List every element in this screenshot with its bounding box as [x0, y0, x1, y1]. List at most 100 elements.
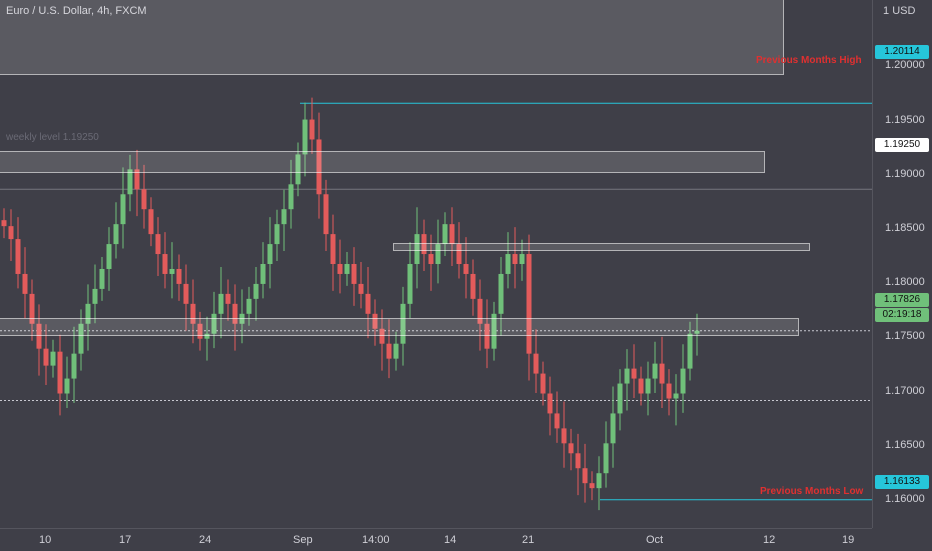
- candle-body: [281, 209, 287, 225]
- currency-label: 1.16000 1 USD: [883, 5, 915, 17]
- candle-body: [337, 264, 343, 274]
- candle-body: [386, 343, 392, 359]
- candle-body: [589, 483, 595, 489]
- candle-body: [673, 393, 679, 399]
- candle-body: [449, 224, 455, 245]
- candle-body: [645, 378, 651, 394]
- candle-body: [316, 139, 322, 195]
- candle-body: [253, 283, 259, 299]
- candle-body: [344, 264, 350, 274]
- candle-body: [232, 303, 238, 324]
- support-zone: [0, 318, 799, 336]
- candle-body: [309, 119, 315, 140]
- time-tick: 17: [119, 534, 132, 546]
- candle-body: [561, 428, 567, 444]
- candle-body: [512, 254, 518, 264]
- price-tick: 1.17500: [885, 330, 925, 342]
- candle-body: [190, 303, 196, 324]
- candle-body: [50, 351, 56, 366]
- candle-body: [596, 473, 602, 489]
- candle-body: [554, 413, 560, 429]
- candle-body: [99, 268, 105, 289]
- candle-body: [211, 313, 217, 334]
- candle-body: [29, 293, 35, 324]
- candle-body: [218, 293, 224, 314]
- candlestick-plot: [0, 97, 872, 511]
- candle-body: [435, 244, 441, 264]
- time-tick: Oct: [646, 534, 664, 546]
- candle-body: [498, 273, 504, 314]
- candle-body: [1, 220, 7, 227]
- candle-body: [71, 353, 77, 379]
- candle-body: [603, 443, 609, 474]
- countdown-tag: 02:19:18: [875, 308, 929, 322]
- price-tick: 1.19000: [885, 168, 925, 180]
- candle-body: [631, 368, 637, 379]
- candle-body: [694, 330, 700, 334]
- price-tick: 1.19500: [885, 114, 925, 126]
- candle-body: [666, 383, 672, 399]
- candle-body: [358, 283, 364, 294]
- price-tick: 1.17000: [885, 385, 925, 397]
- price-tick: 1.20000: [885, 59, 925, 71]
- candle-body: [575, 453, 581, 469]
- candle-body: [176, 268, 182, 284]
- weekly-level-annotation: weekly level 1.19250: [6, 132, 99, 143]
- price-tick: 1.18000: [885, 276, 925, 288]
- candle-body: [323, 194, 329, 235]
- weekly-price-tag: 1.19250: [875, 138, 929, 152]
- time-tick: 24: [199, 534, 212, 546]
- candle-body: [456, 244, 462, 264]
- prev-high-annotation: Previous Months High: [756, 55, 862, 66]
- candle-body: [85, 303, 91, 324]
- candle-body: [141, 189, 147, 210]
- chart-canvas[interactable]: Euro / U.S. Dollar, 4h, FXCM Previous Mo…: [0, 0, 872, 528]
- currency-one: 1: [883, 5, 890, 17]
- candle-body: [568, 443, 574, 454]
- candle-body: [582, 468, 588, 484]
- candle-body: [610, 413, 616, 444]
- time-tick: 10: [39, 534, 52, 546]
- candle-body: [526, 254, 532, 354]
- price-axis[interactable]: 1.16000 1 USD 1.20000 1.19500 1.19000 1.…: [872, 0, 932, 528]
- candle-body: [274, 224, 280, 245]
- candle-body: [624, 368, 630, 384]
- candle-body: [302, 119, 308, 155]
- candle-body: [330, 234, 336, 264]
- time-axis[interactable]: 10 17 24 Sep 14:00 14 21 Oct 12 19: [0, 528, 872, 551]
- resistance-zone: [0, 151, 765, 173]
- candle-body: [134, 169, 140, 190]
- candle-body: [372, 313, 378, 329]
- candle-body: [547, 393, 553, 414]
- candle-body: [533, 353, 539, 374]
- candle-body: [351, 264, 357, 284]
- candle-body: [379, 328, 385, 344]
- currency-code: USD: [892, 5, 916, 17]
- candle-body: [477, 298, 483, 324]
- candle-body: [169, 268, 175, 274]
- time-tick: 14: [444, 534, 457, 546]
- current-price-tag: 1.17826: [875, 293, 929, 307]
- candle-body: [15, 239, 21, 274]
- time-tick: 21: [522, 534, 535, 546]
- candle-body: [64, 378, 70, 394]
- candle-body: [113, 224, 119, 245]
- candle-body: [78, 323, 84, 354]
- prev-low-annotation: Previous Months Low: [760, 486, 864, 497]
- candle-body: [414, 234, 420, 264]
- candle-body: [659, 363, 665, 384]
- candle-body: [484, 323, 490, 349]
- candle-body: [505, 254, 511, 274]
- candle-body: [652, 363, 658, 379]
- candle-body: [470, 273, 476, 299]
- candle-body: [393, 343, 399, 359]
- candle-body: [491, 313, 497, 349]
- candle-body: [428, 254, 434, 264]
- candle-body: [617, 383, 623, 414]
- candle-body: [519, 254, 525, 264]
- candle-body: [442, 224, 448, 245]
- candle-body: [680, 368, 686, 394]
- candle-body: [43, 348, 49, 366]
- low-price-tag: 1.16133: [875, 475, 929, 489]
- candle-body: [246, 298, 252, 314]
